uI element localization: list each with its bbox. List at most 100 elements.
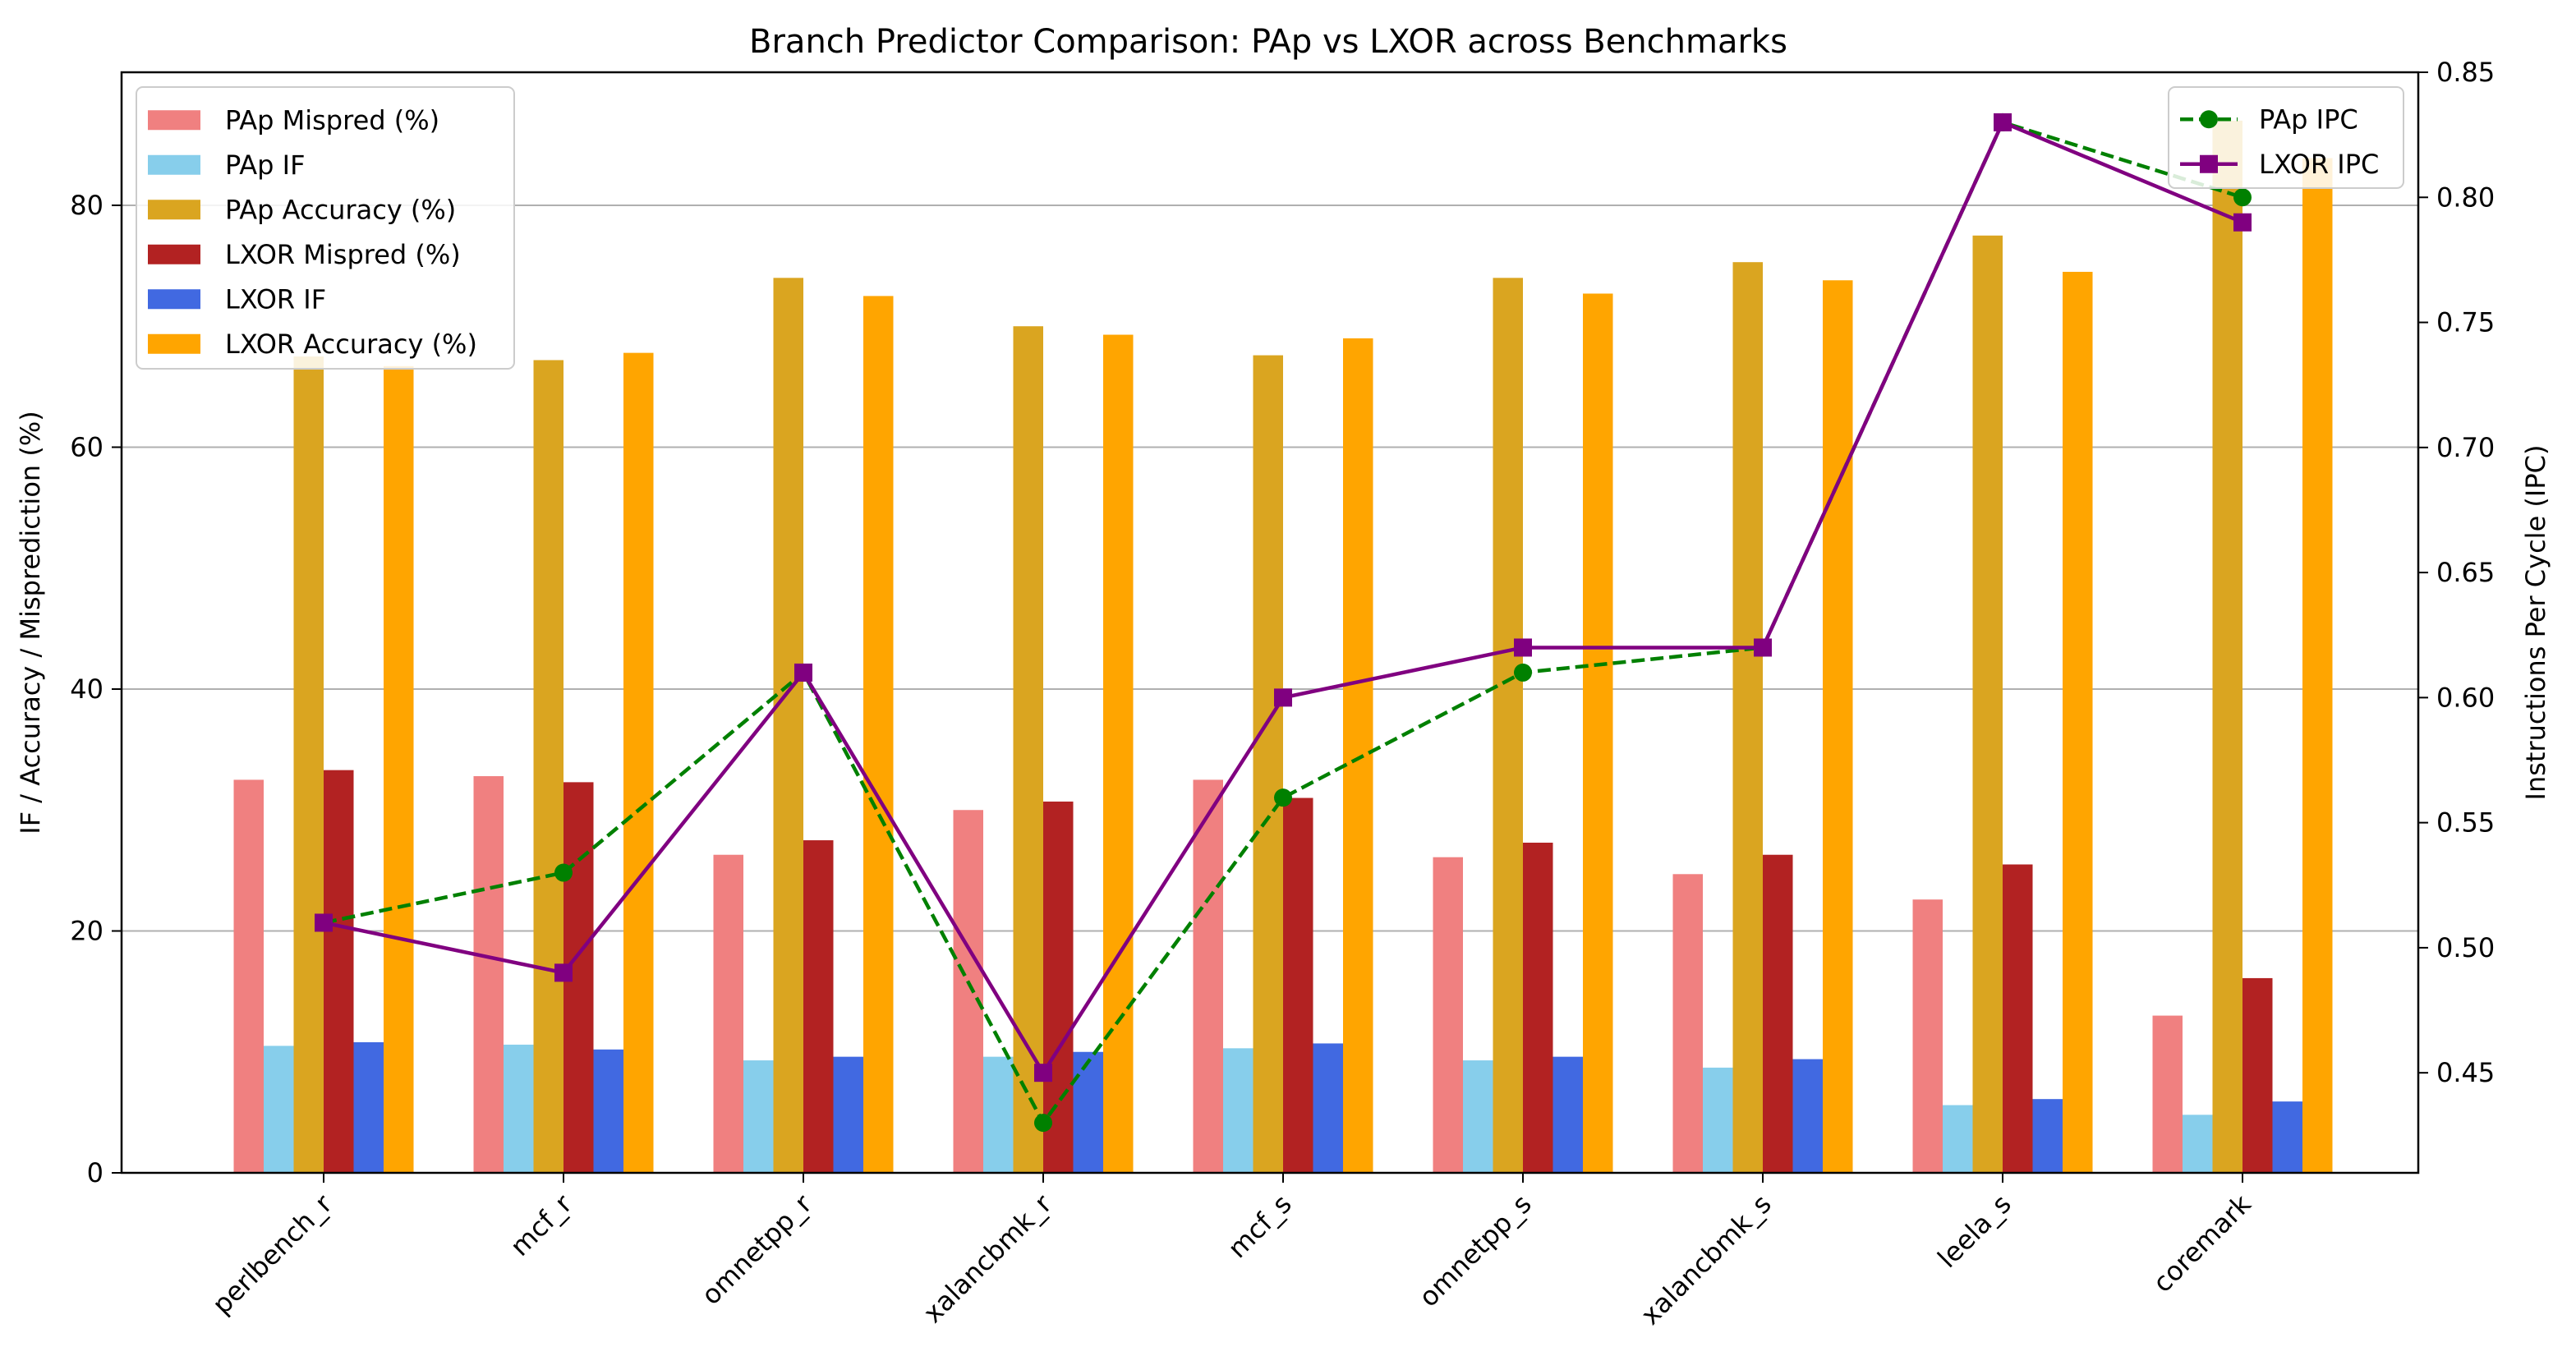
marker-lxor-ipc-mcf_r [554,963,573,982]
bar-pap-mispred-xalancbmk_r [953,810,983,1173]
bar-lxor-accuracy-coremark [2302,158,2333,1174]
bar-pap-mispred-perlbench_r [233,779,264,1173]
bar-pap-accuracy-mcf_s [1253,355,1283,1174]
bar-pap-mispred-omnetpp_s [1433,857,1463,1173]
bar-pap-if-perlbench_r [264,1046,294,1173]
bar-lxor-accuracy-xalancbmk_r [1103,334,1134,1173]
bar-pap-if-leela_s [1943,1105,1973,1173]
bar-pap-accuracy-omnetpp_s [1493,278,1523,1173]
legend-label-lxor-mispred: LXOR Mispred (%) [225,239,461,270]
bar-pap-accuracy-coremark [2212,120,2242,1173]
legend-label-pap-ipc: PAp IPC [2259,103,2358,135]
y-tick-label-right-0.85: 0.85 [2436,57,2495,88]
chart-title: Branch Predictor Comparison: PAp vs LXOR… [749,23,1787,61]
legend-marker-pap-ipc [2200,110,2218,129]
legend-swatch-lxor-if [148,289,200,310]
bar-lxor-mispred-coremark [2242,977,2273,1173]
bar-lxor-mispred-xalancbmk_r [1043,801,1074,1173]
legend-label-lxor-ipc: LXOR IPC [2259,149,2379,180]
bar-pap-mispred-mcf_r [473,776,504,1173]
bar-lxor-mispred-omnetpp_s [1523,843,1553,1173]
marker-pap-ipc-mcf_r [554,863,573,882]
bar-pap-if-omnetpp_s [1463,1060,1493,1173]
legend-label-pap-mispred: PAp Mispred (%) [225,104,439,136]
bar-pap-accuracy-leela_s [1972,235,2003,1173]
bar-pap-if-mcf_r [504,1044,534,1173]
legend-swatch-lxor-mispred [148,244,200,264]
y-tick-label-left-0: 0 [87,1157,104,1188]
marker-lxor-ipc-omnetpp_r [794,663,812,682]
y-tick-label-right-0.55: 0.55 [2436,807,2495,839]
y-tick-label-right-0.70: 0.70 [2436,432,2495,463]
bar-lxor-if-omnetpp_s [1552,1056,1583,1173]
y-tick-label-left-40: 40 [70,673,104,705]
y-tick-label-left-60: 60 [70,431,104,462]
bar-pap-mispred-coremark [2152,1015,2183,1173]
plot-frame [120,71,2420,1174]
bar-lxor-mispred-omnetpp_r [803,840,834,1173]
legend-lines: PAp IPC LXOR IPC [2168,86,2404,189]
bar-lxor-accuracy-omnetpp_r [863,296,894,1173]
legend-bars: PAp Mispred (%) PAp IF PAp Accuracy (%) LXO… [136,86,515,370]
bar-pap-mispred-omnetpp_r [713,854,743,1173]
marker-lxor-ipc-coremark [2233,213,2252,232]
y-tick-label-right-0.45: 0.45 [2436,1057,2495,1088]
bar-lxor-if-xalancbmk_s [1792,1059,1823,1173]
bar-pap-accuracy-omnetpp_r [773,278,803,1173]
marker-lxor-ipc-xalancbmk_s [1754,638,1772,657]
y-tick-label-right-0.60: 0.60 [2436,682,2495,713]
bar-lxor-mispred-leela_s [2003,864,2033,1173]
ipc-lines [315,113,2252,1133]
y-tick-label-right-0.80: 0.80 [2436,182,2495,213]
bar-lxor-accuracy-mcf_r [623,352,654,1174]
legend-label-pap-accuracy: PAp Accuracy (%) [225,194,456,225]
y-tick-label-right-0.65: 0.65 [2436,557,2495,588]
y-tick-label-left-20: 20 [70,915,104,946]
bar-pap-if-mcf_s [1223,1048,1254,1173]
bar-lxor-accuracy-mcf_s [1343,338,1373,1173]
y-axis-right: 0.45 0.50 0.55 0.60 0.65 0.70 0.75 0.80 0.85 [2418,57,2495,1088]
bar-lxor-if-coremark [2272,1101,2302,1173]
y-tick-label-right-0.75: 0.75 [2436,307,2495,338]
marker-lxor-ipc-perlbench_r [315,913,333,932]
bar-pap-accuracy-perlbench_r [293,356,324,1173]
legend-label-pap-if: PAp IF [225,149,305,181]
y-tick-label-right-0.50: 0.50 [2436,932,2495,963]
y-axis-label-right: Instructions Per Cycle (IPC) [2520,445,2551,801]
marker-lxor-ipc-leela_s [1994,113,2012,131]
marker-lxor-ipc-xalancbmk_r [1034,1064,1052,1083]
bar-pap-mispred-mcf_s [1193,779,1223,1173]
legend-swatch-pap-accuracy [148,200,200,220]
bar-lxor-accuracy-leela_s [2063,271,2093,1173]
bar-lxor-mispred-mcf_s [1283,798,1313,1173]
bar-pap-accuracy-xalancbmk_s [1732,262,1763,1174]
bar-pap-if-coremark [2183,1115,2213,1173]
bars [233,120,2333,1174]
bar-pap-if-omnetpp_r [743,1060,774,1173]
legend-marker-lxor-ipc [2200,154,2218,173]
marker-pap-ipc-xalancbmk_r [1034,1114,1052,1133]
legend-swatch-lxor-accuracy [148,333,200,354]
bar-lxor-if-mcf_s [1313,1043,1343,1173]
y-tick-label-left-80: 80 [70,190,104,221]
bar-lxor-accuracy-perlbench_r [384,365,414,1173]
bar-lxor-accuracy-omnetpp_s [1583,293,1613,1173]
y-axis-left: 0 20 40 60 80 [70,190,122,1188]
marker-pap-ipc-mcf_s [1274,788,1292,807]
bar-pap-mispred-leela_s [1912,899,1943,1173]
bar-lxor-if-perlbench_r [353,1041,384,1173]
bar-lxor-if-leela_s [2032,1099,2063,1173]
marker-pap-ipc-omnetpp_s [1514,663,1532,682]
legend-bars-frame [136,86,515,370]
bar-lxor-mispred-perlbench_r [324,770,354,1173]
bar-lxor-if-xalancbmk_r [1073,1051,1103,1173]
legend-label-lxor-if: LXOR IF [225,283,326,315]
bar-pap-if-xalancbmk_s [1703,1067,1733,1173]
legend-swatch-pap-mispred [148,110,200,131]
bar-lxor-if-mcf_r [593,1049,623,1173]
bar-lxor-mispred-xalancbmk_s [1763,854,1793,1173]
bar-pap-accuracy-mcf_r [533,360,564,1173]
legend-swatch-pap-if [148,154,200,175]
marker-lxor-ipc-mcf_s [1274,688,1292,707]
